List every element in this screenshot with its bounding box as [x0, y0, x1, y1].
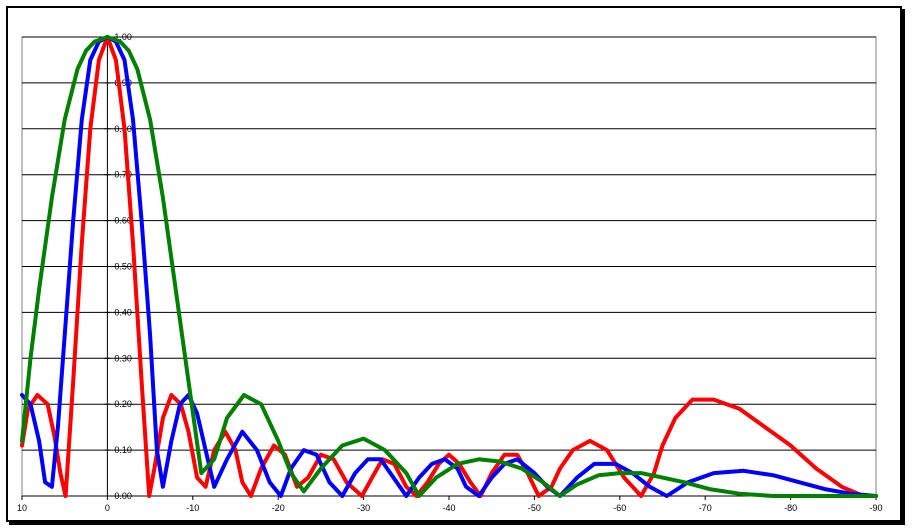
y-tick-label: 0.30 — [114, 353, 132, 363]
x-tick-label: -80 — [784, 503, 797, 513]
y-tick-label: 0.10 — [114, 445, 132, 455]
x-tick-label: 10 — [17, 503, 27, 513]
x-tick-label: -10 — [186, 503, 199, 513]
x-tick-label: -90 — [869, 503, 882, 513]
series-line-1 — [20, 35, 878, 498]
x-tick-label: -70 — [699, 503, 712, 513]
y-tick-label: 0.40 — [114, 307, 132, 317]
x-tick-label: -40 — [442, 503, 455, 513]
y-tick-label: 0.20 — [114, 399, 132, 409]
y-tick-label: 1.00 — [114, 32, 132, 42]
y-tick-label: 0.60 — [114, 216, 132, 226]
x-tick-label: -50 — [528, 503, 541, 513]
y-tick-label: 0.50 — [114, 262, 132, 272]
y-tick-label: 0.00 — [114, 491, 132, 501]
x-tick-label: 0 — [105, 503, 110, 513]
x-tick-label: -20 — [272, 503, 285, 513]
y-tick-label: 0.70 — [114, 170, 132, 180]
x-tick-label: -30 — [357, 503, 370, 513]
series-line-3 — [20, 35, 878, 498]
y-tick-label: 0.90 — [114, 78, 132, 88]
x-tick-label: -60 — [613, 503, 626, 513]
